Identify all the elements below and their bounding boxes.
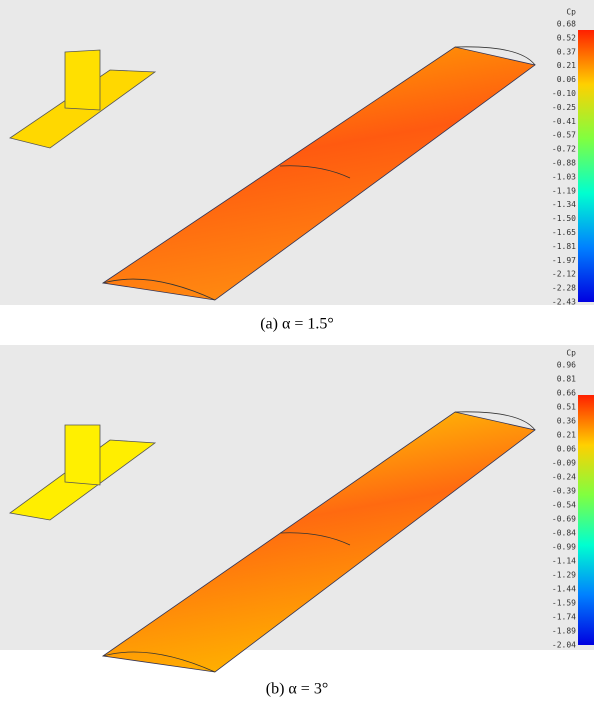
colorbar-label: 0.06 xyxy=(557,445,576,454)
colorbar-label: -0.84 xyxy=(552,529,576,538)
colorbar-label: 0.66 xyxy=(557,389,576,398)
colorbar-label: -0.54 xyxy=(552,501,576,510)
colorbar xyxy=(578,395,594,645)
colorbar-label: 0.21 xyxy=(557,431,576,440)
colorbar-label: -1.65 xyxy=(552,228,576,237)
colorbar-label: -0.72 xyxy=(552,145,576,154)
colorbar-label: -0.24 xyxy=(552,473,576,482)
colorbar xyxy=(578,30,594,302)
colorbar-label: 0.06 xyxy=(557,75,576,84)
colorbar-label: -2.12 xyxy=(552,270,576,279)
colorbar-label: -1.19 xyxy=(552,186,576,195)
colorbar-label: -0.99 xyxy=(552,543,576,552)
colorbar-label: 0.37 xyxy=(557,47,576,56)
colorbar-label: 0.51 xyxy=(557,403,576,412)
colorbar-label: -1.34 xyxy=(552,200,576,209)
colorbar-label: -0.57 xyxy=(552,131,576,140)
colorbar-label: -1.03 xyxy=(552,172,576,181)
colorbar-label: -1.74 xyxy=(552,613,576,622)
colorbar-label: 0.96 xyxy=(557,361,576,370)
caption: (b) α = 3° xyxy=(266,681,328,698)
colorbar-label: -0.88 xyxy=(552,159,576,168)
colorbar-label: -1.44 xyxy=(552,585,576,594)
colorbar-label: -1.81 xyxy=(552,242,576,251)
colorbar-label: -2.28 xyxy=(552,284,576,293)
colorbar-label: -1.29 xyxy=(552,571,576,580)
colorbar-label: -1.89 xyxy=(552,627,576,636)
caption: (a) α = 1.5° xyxy=(260,316,334,333)
colorbar-label: -0.25 xyxy=(552,103,576,112)
colorbar-label: -0.09 xyxy=(552,459,576,468)
colorbar-label: 0.36 xyxy=(557,417,576,426)
colorbar-label: -2.04 xyxy=(552,641,576,650)
colorbar-label: 0.52 xyxy=(557,33,576,42)
colorbar-label: -0.41 xyxy=(552,117,576,126)
colorbar-label: 0.21 xyxy=(557,61,576,70)
colorbar-label: -0.10 xyxy=(552,89,576,98)
colorbar-label: -0.39 xyxy=(552,487,576,496)
colorbar-label: -1.97 xyxy=(552,256,576,265)
colorbar-label: -0.69 xyxy=(552,515,576,524)
colorbar-label: -1.50 xyxy=(552,214,576,223)
colorbar-label: 0.68 xyxy=(557,20,576,29)
panel-a xyxy=(0,0,594,305)
colorbar-label: 0.81 xyxy=(557,375,576,384)
tail-fin xyxy=(65,50,100,110)
colorbar-title: Cp xyxy=(566,349,576,358)
colorbar-label: -1.14 xyxy=(552,557,576,566)
tail-fin xyxy=(65,425,100,485)
colorbar-label: -1.59 xyxy=(552,599,576,608)
colorbar-title: Cp xyxy=(566,8,576,17)
colorbar-label: -2.43 xyxy=(552,298,576,307)
figure: Cp 0.68 0.52 0.37 0.21 0.06 -0.10 -0.25 -0.41 -0.… xyxy=(0,0,594,708)
panel-b xyxy=(0,345,594,672)
